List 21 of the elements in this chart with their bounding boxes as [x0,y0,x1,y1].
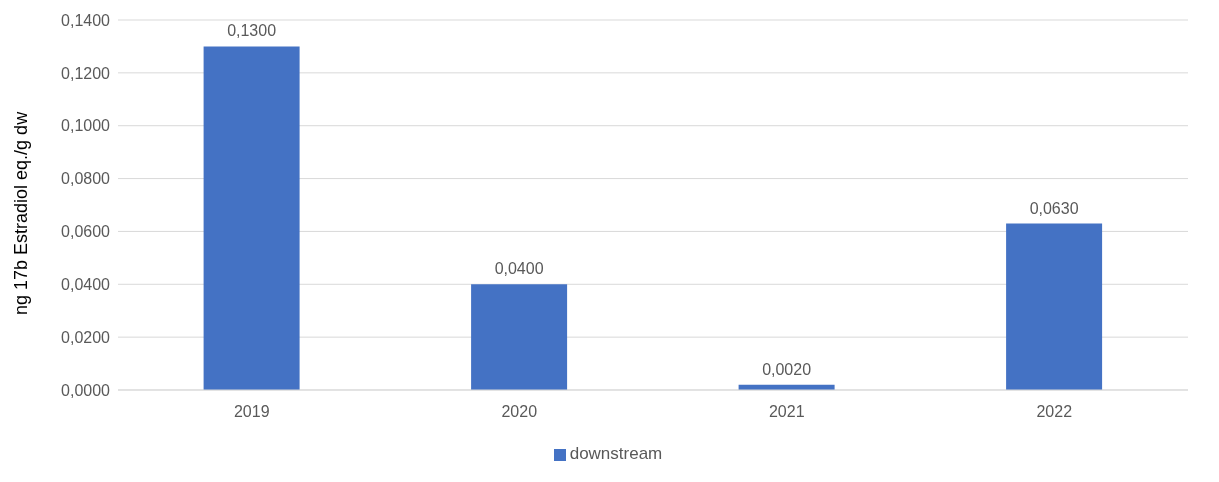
bar [203,46,300,390]
x-tick-label: 2022 [1036,403,1073,421]
x-tick-label: 2021 [768,403,805,421]
y-tick-label: 0,1200 [61,64,111,82]
data-label: 0,0400 [494,260,544,278]
legend-label: downstream [569,444,663,463]
x-tick-label: 2020 [501,403,538,421]
y-tick-label: 0,0200 [61,328,111,346]
data-label: 0,0020 [762,360,812,378]
x-tick-label: 2019 [233,403,270,421]
y-tick-label: 0,1400 [61,11,111,29]
data-label: 0,0630 [1029,199,1079,217]
y-axis-title: ng 17b Estradiol eq./g dw [11,110,32,315]
bar [1006,223,1103,390]
y-tick-label: 0,0600 [61,223,111,241]
data-label: 0,1300 [227,22,277,40]
y-tick-label: 0,0000 [61,381,111,399]
y-tick-label: 0,0800 [61,170,111,188]
y-tick-label: 0,1000 [61,117,111,135]
y-tick-label: 0,0400 [61,275,111,293]
bar [471,284,568,390]
